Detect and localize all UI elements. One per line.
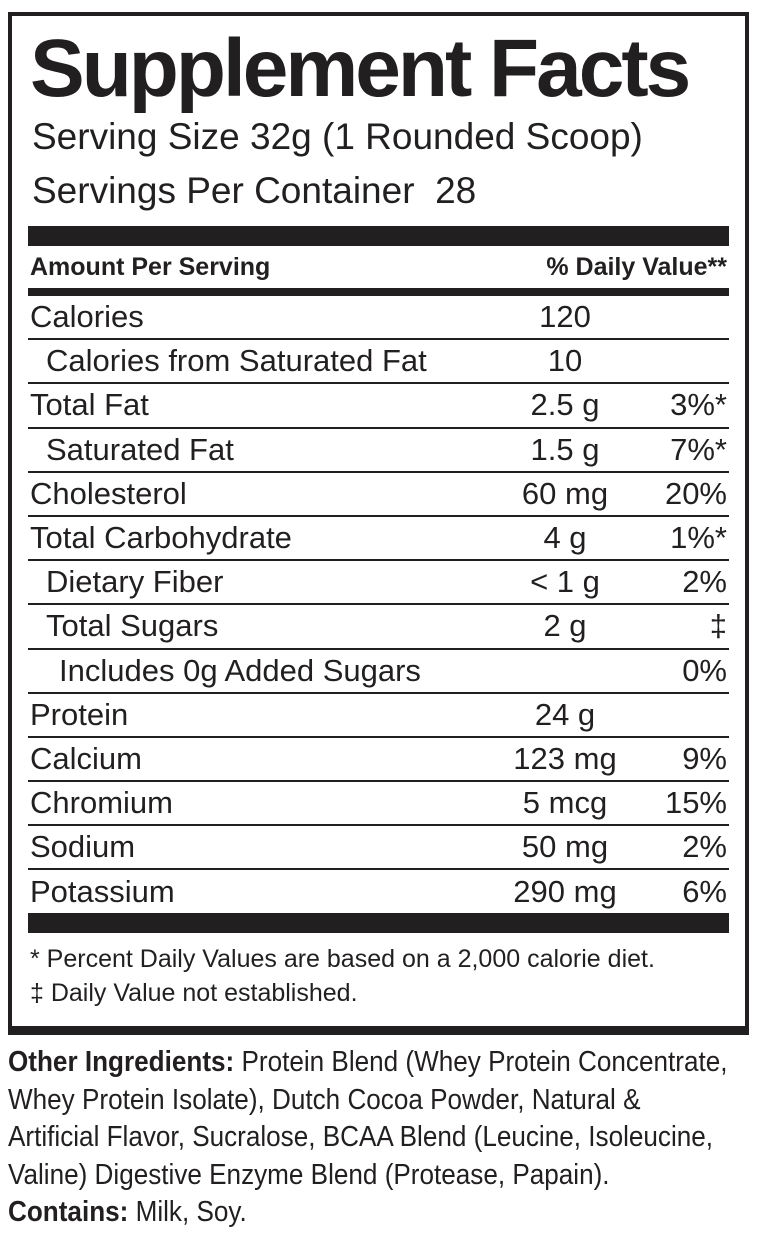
supplement-facts-panel: Supplement Facts Serving Size 32g (1 Rou… — [8, 12, 749, 1035]
row-amount: < 1 g — [530, 564, 600, 600]
table-row: Includes 0g Added Sugars 0% — [28, 650, 729, 694]
row-nutrient-name: Chromium — [30, 785, 173, 821]
row-daily-value: 1%* — [670, 520, 727, 556]
row-amount: 4 g — [543, 520, 587, 556]
row-amount: 290 mg — [513, 873, 617, 909]
serving-size: Serving Size 32g (1 Rounded Scoop) — [32, 116, 643, 157]
footnote-not-established: ‡ Daily Value not established. — [30, 978, 358, 1007]
row-daily-value: 0% — [682, 652, 727, 688]
row-nutrient-name: Total Fat — [30, 387, 149, 423]
row-amount: 10 — [547, 343, 583, 379]
column-header-row: Amount Per Serving % Daily Value** — [28, 246, 729, 288]
row-amount: 2 g — [543, 608, 587, 644]
row-amount: 2.5 g — [530, 387, 600, 423]
row-nutrient-name: Saturated Fat — [46, 431, 234, 467]
row-nutrient-name: Sodium — [30, 829, 136, 865]
table-row: Cholesterol 60 mg 20% — [28, 473, 729, 517]
table-row: Dietary Fiber < 1 g 2% — [28, 561, 729, 606]
row-amount: 5 mcg — [522, 785, 608, 821]
servings-per-container: Servings Per Container 28 — [32, 170, 477, 211]
divider-bar-thick-bottom — [28, 912, 729, 933]
ingredients-line-1-text: Protein Blend (Whey Protein Concentrate, — [234, 1046, 728, 1078]
row-daily-value: 2% — [682, 829, 727, 865]
table-row: Protein 24 g — [28, 694, 729, 738]
ingredients-line-3: Artificial Flavor, Sucralose, BCAA Blend… — [8, 1121, 714, 1153]
row-amount: 120 — [539, 299, 591, 335]
table-row: Calories from Saturated Fat 10 — [28, 340, 729, 385]
row-daily-value: 6% — [682, 873, 727, 909]
table-row: Sodium 50 mg 2% — [28, 826, 729, 871]
footnote-daily-values: * Percent Daily Values are based on a 2,… — [30, 944, 655, 973]
row-amount: 50 mg — [521, 829, 609, 865]
table-row: Total Sugars 2 g ‡ — [28, 605, 729, 650]
divider-bar-medium — [28, 288, 729, 296]
contains-line: Contains: Milk, Soy. — [8, 1194, 692, 1232]
row-daily-value: 3%* — [670, 387, 727, 423]
table-row: Calories 120 — [28, 296, 729, 341]
row-amount: 24 g — [534, 696, 596, 732]
ingredients-line-1: Other Ingredients: Protein Blend (Whey P… — [8, 1044, 727, 1082]
row-daily-value: 9% — [682, 740, 727, 776]
row-nutrient-name: Potassium — [30, 873, 175, 909]
table-row: Calcium 123 mg 9% — [28, 738, 729, 783]
table-row: Chromium 5 mcg 15% — [28, 782, 729, 827]
row-amount: 123 mg — [513, 740, 617, 776]
row-nutrient-name: Calories from Saturated Fat — [46, 343, 427, 379]
row-nutrient-name: Total Sugars — [46, 608, 219, 644]
row-amount: 60 mg — [521, 475, 609, 511]
table-row: Saturated Fat 1.5 g 7%* — [28, 429, 729, 473]
ingredients-line-4: Valine) Digestive Enzyme Blend (Protease… — [8, 1158, 610, 1191]
daily-value-header: % Daily Value** — [546, 252, 727, 281]
row-amount: 1.5 g — [530, 431, 600, 467]
divider-bar-thick-top — [28, 226, 729, 246]
row-nutrient-name: Dietary Fiber — [46, 564, 224, 600]
row-daily-value: 2% — [682, 564, 727, 600]
row-daily-value: ‡ — [709, 608, 727, 644]
table-row: Total Fat 2.5 g 3%* — [28, 384, 729, 429]
panel-title: Supplement Facts — [30, 23, 691, 114]
row-daily-value: 7%* — [670, 431, 727, 467]
other-ingredients-section: Other Ingredients: Protein Blend (Whey P… — [8, 1044, 727, 1232]
contains-label: Contains: — [8, 1196, 129, 1228]
table-row: Total Carbohydrate 4 g 1%* — [28, 517, 729, 562]
row-nutrient-name: Includes 0g Added Sugars — [59, 652, 421, 688]
row-nutrient-name: Protein — [30, 696, 129, 732]
row-nutrient-name: Calcium — [30, 740, 142, 776]
table-row: Potassium 290 mg 6% — [28, 870, 729, 912]
row-nutrient-name: Calories — [30, 299, 144, 335]
row-daily-value: 15% — [664, 785, 727, 821]
row-nutrient-name: Cholesterol — [30, 475, 187, 511]
footnotes: * Percent Daily Values are based on a 2,… — [28, 933, 729, 1010]
other-ingredients-label: Other Ingredients: — [8, 1046, 235, 1078]
row-daily-value: 20% — [664, 475, 727, 511]
amount-per-serving-header: Amount Per Serving — [30, 252, 271, 281]
row-nutrient-name: Total Carbohydrate — [30, 520, 292, 556]
facts-rows: Calories 120 Calories from Saturated Fat… — [28, 296, 729, 913]
contains-text: Milk, Soy. — [128, 1196, 247, 1228]
ingredients-line-2: Whey Protein Isolate), Dutch Cocoa Powde… — [8, 1083, 641, 1116]
